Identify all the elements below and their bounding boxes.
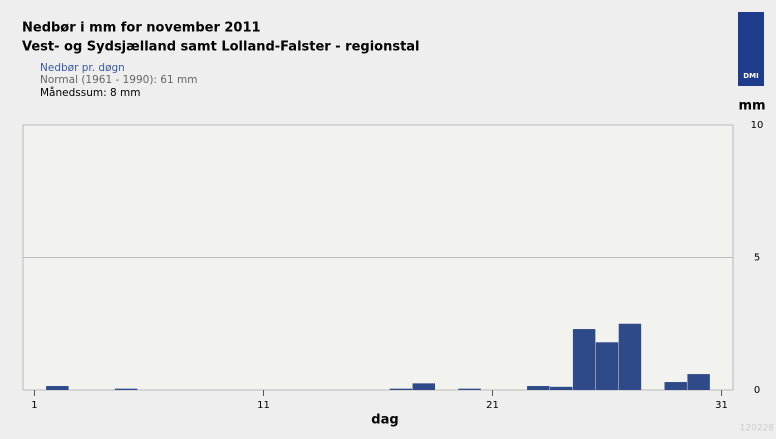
bar bbox=[550, 386, 573, 390]
x-tick-label: 21 bbox=[486, 400, 499, 411]
y-axis-label: mm bbox=[738, 99, 765, 114]
watermark: 120228 bbox=[740, 424, 775, 434]
note: Normal (1961 - 1990): 61 mm bbox=[40, 74, 197, 86]
y-tick-label: 5 bbox=[754, 253, 760, 264]
note: Månedssum: 8 mm bbox=[40, 86, 140, 99]
bar bbox=[618, 323, 642, 390]
y-tick-label: 0 bbox=[754, 385, 760, 396]
x-tick-label: 31 bbox=[715, 400, 728, 411]
bar bbox=[687, 374, 710, 390]
logo bbox=[738, 12, 764, 86]
bar bbox=[46, 386, 69, 390]
x-axis-label: dag bbox=[371, 413, 398, 428]
bar bbox=[595, 342, 619, 390]
bar bbox=[389, 388, 413, 390]
y-tick-label: 10 bbox=[751, 120, 764, 131]
chart-title: Nedbør i mm for november 2011 bbox=[22, 21, 261, 36]
bar bbox=[114, 388, 138, 390]
bar bbox=[527, 386, 550, 390]
bar bbox=[458, 388, 481, 390]
logo-text: DMI bbox=[743, 72, 758, 80]
x-tick-label: 1 bbox=[31, 400, 37, 411]
legend-entry: Nedbør pr. døgn bbox=[40, 62, 125, 74]
bar bbox=[572, 329, 596, 390]
bar bbox=[412, 383, 436, 390]
x-tick-label: 11 bbox=[257, 400, 270, 411]
bar bbox=[664, 382, 687, 390]
chart-subtitle: Vest- og Sydsjælland samt Lolland-Falste… bbox=[22, 40, 420, 55]
